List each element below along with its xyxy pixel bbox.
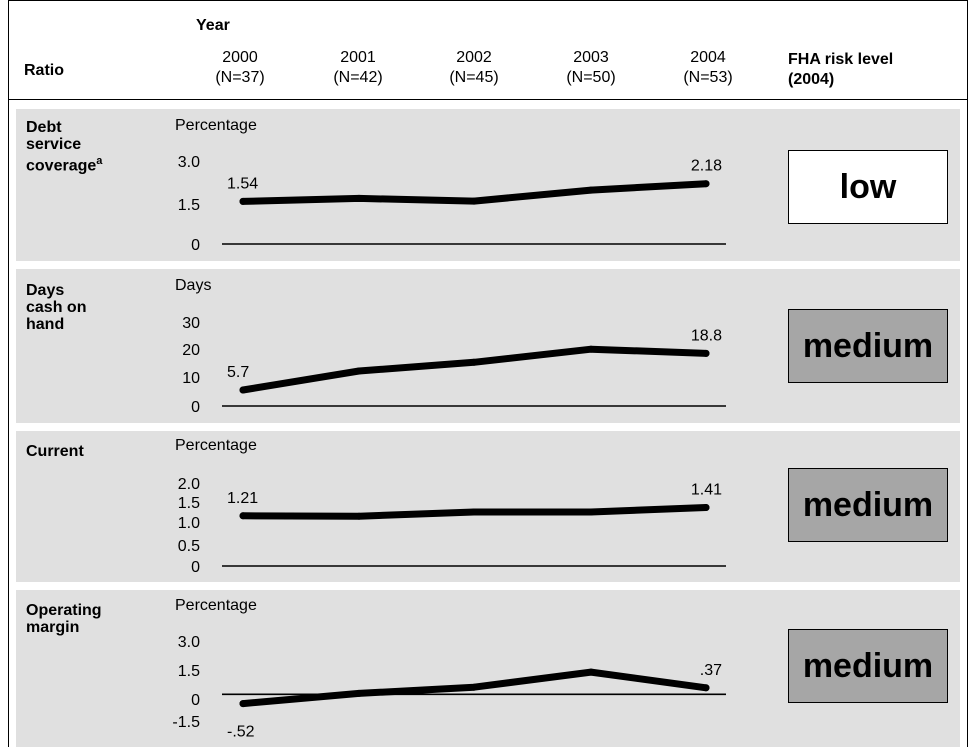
ratio-label-line: coveragea	[26, 153, 102, 174]
y-tick-label: 30	[182, 315, 200, 332]
data-point	[702, 504, 710, 511]
year-2001-label: 2001	[340, 49, 376, 66]
risk-column-heading-year: (2004)	[788, 71, 835, 88]
data-point	[239, 700, 247, 708]
data-point	[702, 180, 710, 188]
y-tick-label: 0	[191, 559, 200, 576]
y-tick-label: 0	[191, 692, 200, 709]
data-label: 2.18	[691, 158, 722, 175]
data-point	[355, 512, 363, 520]
ratio-label-debt-service-coverage: Debt service coveragea	[26, 119, 102, 174]
y-unit-label: Percentage	[175, 437, 257, 454]
ratio-label-line: Days	[26, 282, 65, 299]
data-label: -.52	[227, 724, 255, 741]
ratio-label-line: cash on	[26, 299, 87, 316]
risk-badge-medium: medium	[788, 468, 948, 542]
data-point	[587, 345, 595, 353]
data-point	[587, 508, 595, 516]
year-2003-label: 2003	[573, 49, 609, 66]
data-point	[587, 186, 595, 194]
y-tick-label: 1.5	[178, 495, 200, 512]
data-label: 18.8	[691, 327, 722, 344]
y-tick-label: 20	[182, 342, 200, 359]
ratio-label-line: service	[26, 136, 82, 153]
y-unit-label: Percentage	[175, 597, 257, 614]
ratio-label-line: Current	[26, 443, 84, 460]
data-label: 1.41	[691, 481, 722, 498]
y-tick-label: 0	[191, 237, 200, 254]
ratio-column-heading: Ratio	[24, 62, 64, 79]
data-point	[470, 683, 478, 691]
ratio-label-line: hand	[26, 316, 65, 333]
y-unit-label: Days	[175, 277, 212, 294]
year-2003-n-label: (N=50)	[566, 69, 616, 86]
risk-column-heading: FHA risk level	[788, 51, 894, 68]
data-point	[587, 668, 595, 676]
y-tick-label: 10	[182, 370, 200, 387]
series-line	[239, 345, 710, 394]
ratio-label-line: Debt	[26, 119, 62, 136]
year-2004-label: 2004	[690, 49, 726, 66]
data-point	[355, 367, 363, 375]
data-point	[470, 358, 478, 366]
header-divider	[8, 99, 968, 100]
year-2001-n-label: (N=42)	[333, 69, 383, 86]
year-2000-label: 2000	[222, 49, 258, 66]
data-label: 1.21	[227, 490, 258, 507]
year-2002-label: 2002	[456, 49, 492, 66]
data-point	[470, 508, 478, 516]
y-tick-label: 2.0	[178, 476, 200, 493]
year-2004-n-label: (N=53)	[683, 69, 733, 86]
y-unit-label: Percentage	[175, 117, 257, 134]
risk-badge-low: low	[788, 150, 948, 224]
data-point	[239, 512, 247, 520]
data-point	[355, 689, 363, 697]
y-tick-label: 1.0	[178, 515, 200, 532]
year-heading: Year	[196, 17, 230, 34]
ratio-label-operating-margin: Operating margin	[26, 602, 102, 636]
y-tick-label: 3.0	[178, 154, 200, 171]
y-tick-label: 0.5	[178, 538, 200, 555]
data-point	[702, 349, 710, 357]
data-label: 5.7	[227, 364, 249, 381]
data-point	[239, 197, 247, 205]
year-2002-n-label: (N=45)	[449, 69, 499, 86]
y-tick-label: 1.5	[178, 663, 200, 680]
y-tick-label: 1.5	[178, 197, 200, 214]
data-label: 1.54	[227, 175, 258, 192]
y-tick-label: -1.5	[172, 714, 200, 731]
y-tick-label: 0	[191, 399, 200, 416]
data-point	[702, 684, 710, 692]
data-point	[470, 197, 478, 205]
ratio-label-line: Operating	[26, 602, 102, 619]
year-2000-n-label: (N=37)	[215, 69, 265, 86]
data-label: .37	[700, 662, 722, 679]
risk-badge-medium: medium	[788, 629, 948, 703]
figure-frame	[8, 0, 968, 747]
risk-badge-medium: medium	[788, 309, 948, 383]
data-point	[239, 386, 247, 394]
footnote-marker: a	[96, 155, 103, 167]
ratio-label-current: Current	[26, 443, 84, 460]
ratio-label-days-cash-on-hand: Days cash on hand	[26, 282, 86, 333]
ratio-label-text: coverage	[26, 157, 97, 175]
ratio-label-line: margin	[26, 619, 80, 636]
y-tick-label: 3.0	[178, 634, 200, 651]
data-point	[355, 194, 363, 202]
